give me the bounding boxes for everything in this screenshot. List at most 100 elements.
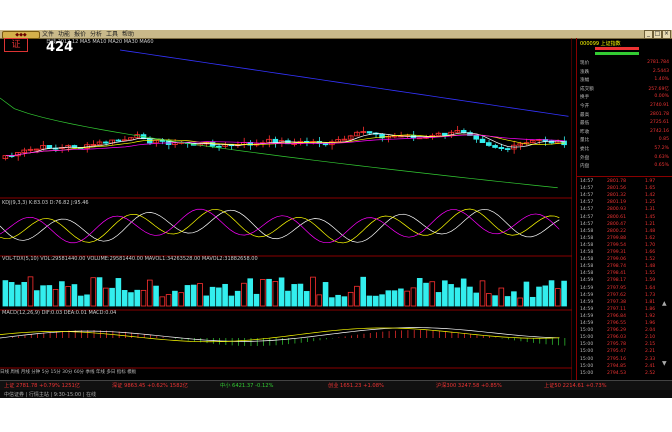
volume-bar	[33, 290, 40, 307]
volume-bar	[90, 277, 97, 307]
index-quote[interactable]: 沪深300 3247.58 +0.85%	[436, 383, 502, 389]
index-quote[interactable]: 创业 1651.23 +1.08%	[328, 383, 384, 389]
volume-bar	[228, 295, 235, 307]
candle-body	[159, 139, 166, 142]
quote-value: 2725.61	[650, 120, 669, 126]
volume-bar	[27, 276, 34, 307]
menu-quote[interactable]: 报价	[74, 31, 87, 38]
tick-p: 2799.31	[607, 250, 626, 255]
index-quote[interactable]: 上证50 2214.61 +0.73%	[544, 383, 607, 389]
tick-p: 2801.56	[607, 186, 626, 192]
volume-bar	[429, 281, 436, 307]
volume-bar	[184, 285, 191, 307]
tick-p: 2797.95	[607, 285, 626, 291]
tick-p: 2796.84	[607, 313, 626, 319]
volume-bar	[209, 286, 216, 307]
volume-bar	[385, 290, 392, 307]
volume-bar	[498, 287, 505, 307]
menu-tools[interactable]: 工具	[106, 31, 119, 38]
volume-bar	[435, 292, 442, 307]
tick-v: 1.81	[645, 299, 656, 305]
index-quote[interactable]: 上证 2781.78 +0.79% 1251亿	[4, 383, 80, 389]
candle-body	[410, 135, 417, 139]
volume-bar	[523, 281, 530, 307]
candle-body	[128, 137, 134, 141]
volume-bar	[109, 287, 115, 307]
candle-body	[360, 131, 367, 133]
volume-bar	[454, 287, 461, 307]
volume-bar	[40, 285, 46, 307]
maximize-button[interactable]: □	[653, 30, 662, 39]
tick-p: 2795.78	[607, 342, 626, 348]
volume-bar	[448, 284, 454, 307]
tick-v: 1.65	[645, 186, 656, 192]
index-quote[interactable]: 深证 9863.45 +0.62% 1582亿	[112, 383, 188, 389]
volume-bar	[460, 278, 467, 307]
tick-t: 14:58	[580, 250, 594, 255]
menu-file[interactable]: 文件	[42, 31, 55, 38]
quote-label: 委比	[580, 147, 590, 152]
quote-value: 0.85	[658, 137, 669, 143]
volume-bar	[234, 290, 241, 307]
quote-value: 2801.78	[650, 111, 669, 117]
period-tabs[interactable]: 日线 周线 月线 分钟 5分 15分 30分 60分 季线 年线 多日 指标 模…	[0, 370, 137, 375]
index-quote[interactable]: 中小 6421.37 -0.12%	[220, 383, 274, 389]
candle-body	[216, 145, 222, 148]
tick-t: 14:58	[580, 264, 594, 270]
candle-body	[2, 155, 9, 160]
candle-body	[454, 130, 461, 133]
volume-bar	[197, 283, 203, 307]
chart-area[interactable]	[0, 38, 573, 380]
volume-bar	[316, 294, 323, 307]
tick-v: 1.42	[645, 193, 656, 199]
quote-label: 涨跌	[580, 69, 590, 75]
menu-function[interactable]: 功能	[58, 31, 71, 38]
candle-body	[498, 147, 505, 149]
scroll-up-arrow[interactable]: ▲	[662, 300, 667, 307]
candle-body	[473, 135, 480, 140]
candle-body	[335, 139, 341, 143]
tick-t: 14:59	[580, 292, 594, 298]
volume-bar	[536, 286, 542, 307]
tick-t: 15:00	[580, 349, 594, 355]
tick-v: 1.21	[645, 221, 656, 227]
menu-help[interactable]: 帮助	[122, 31, 135, 38]
candle-body	[366, 131, 373, 134]
volume-legend: VOL-TDX(5,10) VOL:29581440.00 VOLUME:295…	[2, 256, 258, 262]
tick-t: 15:00	[580, 363, 594, 369]
close-button[interactable]: ×	[662, 30, 671, 39]
volume-bar	[398, 288, 404, 307]
candle-body	[504, 148, 511, 150]
volume-bar	[341, 296, 348, 307]
scroll-down-arrow[interactable]: ▼	[662, 360, 667, 367]
minimize-button[interactable]: _	[644, 30, 653, 39]
candle-body	[467, 132, 473, 136]
quote-label: 换手	[580, 95, 590, 101]
menu-analysis[interactable]: 分析	[90, 31, 103, 38]
tick-t: 14:57	[580, 207, 594, 213]
candlestick-chart[interactable]	[0, 38, 573, 380]
tick-v: 1.62	[645, 235, 656, 241]
volume-bar	[178, 292, 184, 307]
volume-bar	[322, 282, 329, 307]
tick-v: 1.48	[645, 264, 656, 270]
kdj-legend: KDJ(9,3,3) K:83.03 D:76.82 J:95.46	[2, 200, 89, 206]
volume-bar	[84, 294, 90, 307]
volume-bar	[555, 288, 561, 307]
volume-bar	[485, 293, 492, 307]
volume-bar	[548, 280, 555, 307]
tick-v: 1.64	[645, 285, 656, 291]
volume-bar	[272, 281, 279, 307]
quote-value: 57.2%	[654, 146, 669, 151]
tick-p: 2794.53	[607, 370, 626, 376]
tick-p: 2796.03	[607, 335, 626, 341]
candle-body	[485, 142, 492, 146]
volume-bar	[297, 283, 304, 307]
connection-status: 中信证券 | 行情主站 | 9:30-15:00 | 在线	[4, 392, 97, 398]
candle-body	[517, 143, 523, 146]
tick-p: 2800.47	[607, 221, 626, 227]
kdj-line	[0, 208, 560, 243]
tick-v: 2.41	[645, 363, 656, 369]
tick-p: 2801.78	[607, 179, 626, 184]
candle-body	[492, 145, 498, 148]
